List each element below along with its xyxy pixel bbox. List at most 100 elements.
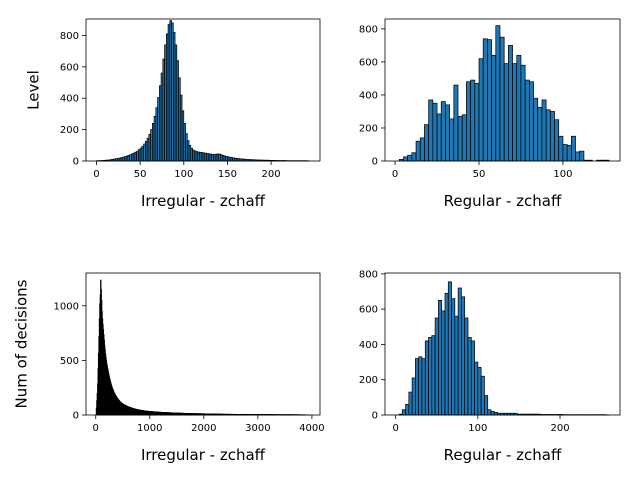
- y-axis-label: Level: [25, 70, 43, 110]
- bar: [480, 375, 485, 416]
- x-tick-label: 1000: [137, 423, 162, 434]
- bar: [405, 404, 410, 416]
- bar: [541, 99, 547, 162]
- bar: [474, 83, 480, 162]
- bar: [411, 152, 417, 162]
- x-tick-label: 100: [174, 169, 193, 180]
- bar: [440, 101, 446, 162]
- x-tick-label: 100: [553, 169, 572, 180]
- bar: [524, 79, 530, 162]
- x-tick-label: 0: [93, 169, 99, 180]
- ticks: 0 100 200 0 200 400 600 800: [359, 269, 570, 434]
- bar: [575, 151, 581, 162]
- y-tick-label: 0: [73, 411, 79, 422]
- x-tick-label: 100: [468, 423, 487, 434]
- bar: [447, 281, 452, 416]
- bar: [415, 140, 421, 162]
- bar: [444, 292, 449, 416]
- ticks: 0 1000 2000 3000 4000 0 500 1000: [54, 301, 325, 434]
- bar: [464, 317, 469, 416]
- bar: [441, 310, 446, 416]
- y-tick-label: 400: [359, 340, 378, 351]
- y-tick-label: 400: [60, 94, 79, 105]
- y-tick-label: 200: [60, 125, 79, 136]
- y-tick-label: 1000: [54, 301, 79, 312]
- bar: [457, 116, 463, 162]
- bar: [516, 54, 522, 162]
- bar: [491, 54, 497, 162]
- bar: [428, 99, 434, 162]
- bar: [499, 36, 505, 162]
- y-tick-label: 0: [372, 157, 378, 168]
- bar: [419, 137, 425, 162]
- x-tick-label: 2000: [191, 423, 216, 434]
- axes-frame: [85, 18, 321, 162]
- y-tick-label: 800: [359, 24, 378, 35]
- bar: [401, 409, 406, 416]
- bar: [451, 298, 456, 416]
- bar: [529, 81, 534, 162]
- ticks: 0 50 100 150 200 0 200 400 600 800: [60, 31, 281, 180]
- axes-frame: [384, 18, 621, 162]
- bar: [570, 135, 576, 162]
- bar: [487, 409, 492, 416]
- y-tick-label: 800: [60, 31, 79, 42]
- bar: [545, 109, 551, 162]
- x-tick-label: 4000: [299, 423, 324, 434]
- bar: [484, 395, 489, 416]
- bar: [478, 58, 484, 162]
- bar: [449, 118, 455, 162]
- bar: [558, 135, 564, 162]
- bar: [467, 337, 472, 416]
- bar: [418, 356, 423, 416]
- bar: [457, 287, 462, 416]
- x-tick-label: 200: [550, 423, 569, 434]
- bar: [454, 315, 459, 416]
- x-tick-label: 0: [392, 169, 398, 180]
- x-tick-label: 0: [93, 423, 99, 434]
- x-axis-label: Irregular - zchaff: [141, 446, 266, 464]
- bar: [432, 102, 438, 162]
- x-tick-label: 3000: [245, 423, 270, 434]
- bar: [470, 340, 475, 416]
- bar: [579, 150, 585, 162]
- bars: [398, 281, 610, 416]
- bar: [421, 358, 426, 416]
- x-tick-label: 200: [262, 169, 281, 180]
- bar: [503, 63, 509, 162]
- x-tick-label: 50: [134, 169, 147, 180]
- histogram-irregular-level: 0 50 100 150 200 0 200 400 600 800 Irregular - zc…: [25, 18, 321, 210]
- ticks: 0 50 100 0 200 400 600 800: [359, 24, 573, 180]
- bar: [408, 391, 413, 416]
- y-tick-label: 600: [359, 305, 378, 316]
- bar: [533, 97, 539, 162]
- bar: [549, 111, 555, 162]
- y-tick-label: 0: [73, 157, 79, 168]
- bar: [470, 79, 476, 162]
- y-tick-label: 600: [60, 62, 79, 73]
- x-tick-label: 50: [473, 169, 486, 180]
- bar: [424, 124, 429, 162]
- bar: [438, 299, 443, 416]
- bar: [466, 81, 471, 162]
- x-axis-label: Regular - zchaff: [444, 446, 562, 464]
- bar: [495, 25, 501, 162]
- bar: [508, 45, 513, 162]
- y-tick-label: 800: [359, 269, 378, 280]
- bar: [566, 144, 572, 162]
- y-tick-label: 500: [60, 356, 79, 367]
- bar: [487, 39, 492, 162]
- bar: [415, 358, 420, 416]
- y-tick-label: 200: [359, 123, 378, 134]
- bar: [431, 335, 436, 416]
- y-tick-label: 200: [359, 375, 378, 386]
- x-tick-label: 150: [218, 169, 237, 180]
- bar: [436, 113, 442, 162]
- y-tick-label: 0: [372, 411, 378, 422]
- histogram-regular-decisions: 0 100 200 0 200 400 600 800 Regular - zchaff: [359, 269, 621, 464]
- bar: [554, 119, 560, 162]
- histogram-regular-level: 0 50 100 0 200 400 600 800 Regular - zchaff: [359, 18, 621, 210]
- bar: [403, 156, 409, 162]
- bar: [407, 154, 413, 162]
